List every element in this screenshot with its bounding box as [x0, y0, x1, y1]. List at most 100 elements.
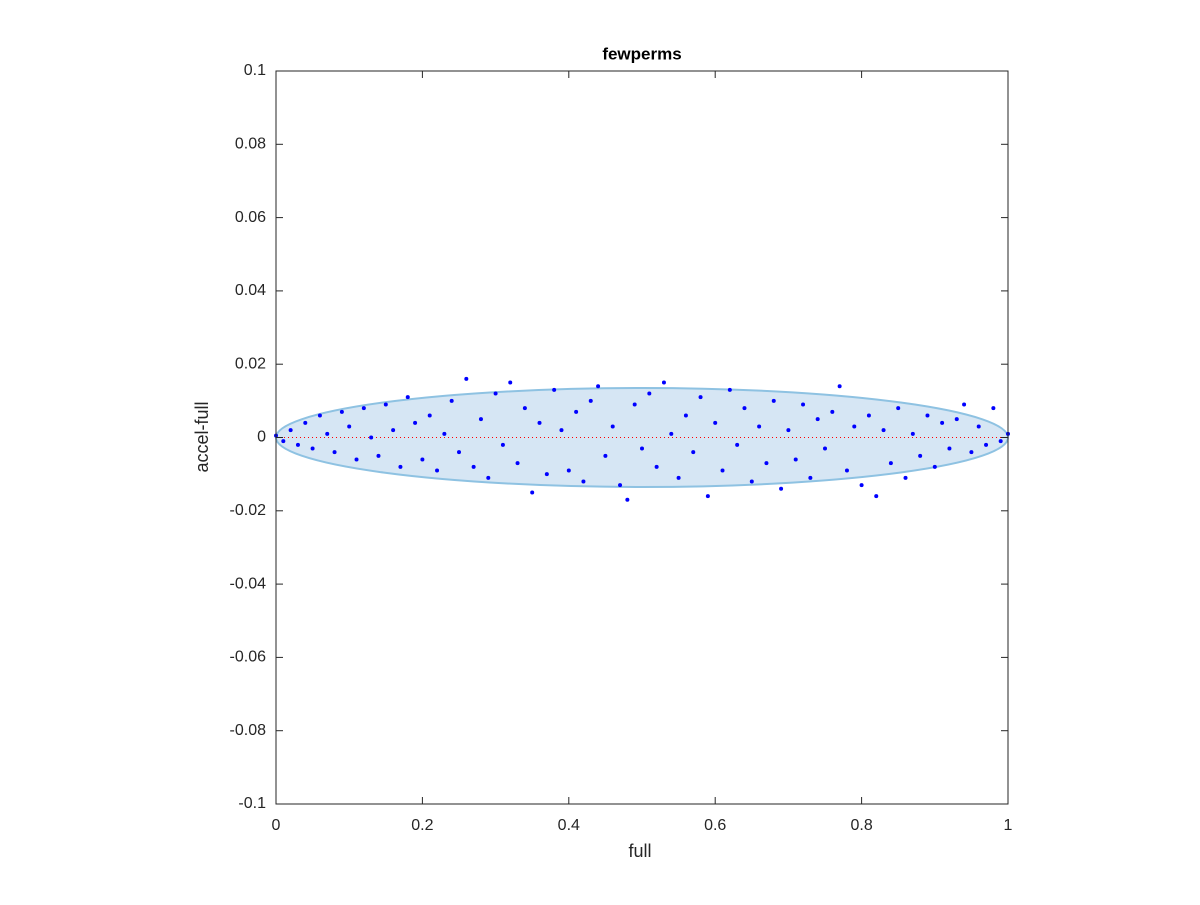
point [735, 442, 740, 447]
point [559, 428, 564, 433]
point [354, 457, 359, 462]
point [969, 450, 974, 455]
point [574, 409, 579, 414]
point [896, 406, 901, 411]
x-tick-label: 0.8 [850, 817, 872, 834]
point [530, 490, 535, 495]
point [544, 472, 549, 477]
x-axis-label: full [628, 841, 651, 861]
point [332, 450, 337, 455]
point [874, 494, 879, 499]
point [932, 464, 937, 469]
point [691, 450, 696, 455]
y-axis-label: accel-full [192, 401, 212, 472]
point [376, 453, 381, 458]
point [661, 380, 666, 385]
y-tick-label: 0.06 [235, 209, 266, 226]
point [413, 420, 418, 425]
point [998, 439, 1003, 444]
point [954, 417, 959, 422]
point [339, 409, 344, 414]
point [486, 475, 491, 480]
y-tick-label: 0.04 [235, 282, 266, 299]
point [991, 406, 996, 411]
point [281, 439, 286, 444]
point [295, 442, 300, 447]
point [698, 395, 703, 400]
point [478, 417, 483, 422]
point [947, 446, 952, 451]
y-tick-label: -0.04 [230, 575, 267, 592]
chart-title: fewperms [602, 44, 681, 63]
point [866, 413, 871, 418]
point [918, 453, 923, 458]
point [361, 406, 366, 411]
point [910, 431, 915, 436]
point [940, 420, 945, 425]
point [310, 446, 315, 451]
point [815, 417, 820, 422]
point [771, 398, 776, 403]
point [640, 446, 644, 451]
point [500, 442, 505, 447]
point [830, 409, 835, 414]
y-tick-label: -0.08 [230, 722, 267, 739]
point [347, 424, 352, 429]
point [618, 483, 623, 488]
y-tick-label: -0.1 [238, 795, 266, 812]
point [925, 413, 930, 418]
point [757, 424, 762, 429]
point [801, 402, 806, 407]
y-tick-label: 0 [257, 429, 266, 446]
x-tick-label: 1 [1004, 817, 1013, 834]
x-tick-label: 0.6 [704, 817, 726, 834]
point [398, 464, 403, 469]
point [493, 391, 498, 396]
point [654, 464, 659, 469]
point [793, 457, 798, 462]
point [808, 475, 813, 480]
point [537, 420, 542, 425]
point [508, 380, 513, 385]
point [632, 402, 637, 407]
point [457, 450, 461, 455]
point [427, 413, 432, 418]
point [683, 413, 688, 418]
point [522, 406, 527, 411]
point [449, 398, 454, 403]
point [647, 391, 652, 396]
point [435, 468, 440, 473]
point [742, 406, 747, 411]
y-tick-label: 0.08 [235, 136, 266, 153]
point [852, 424, 857, 429]
point [837, 384, 842, 389]
point [823, 446, 827, 451]
point [676, 475, 681, 480]
point [391, 428, 396, 433]
y-tick-label: 0.1 [244, 62, 266, 79]
point [962, 402, 967, 407]
point [420, 457, 425, 462]
point [471, 464, 476, 469]
point [317, 413, 322, 418]
point [727, 387, 732, 392]
point [669, 431, 674, 436]
point [859, 483, 864, 488]
point [303, 420, 308, 425]
y-tick-label: 0.02 [235, 355, 266, 372]
point [552, 387, 557, 392]
point [984, 442, 989, 447]
point [705, 494, 710, 499]
point [888, 461, 893, 466]
x-tick-label: 0.2 [411, 817, 433, 834]
y-tick-label: -0.06 [230, 649, 267, 666]
point [749, 479, 754, 484]
point [610, 424, 615, 429]
point [881, 428, 886, 433]
point [625, 497, 630, 502]
point [713, 420, 718, 425]
point [464, 376, 469, 381]
point [288, 428, 293, 433]
point [603, 453, 608, 458]
